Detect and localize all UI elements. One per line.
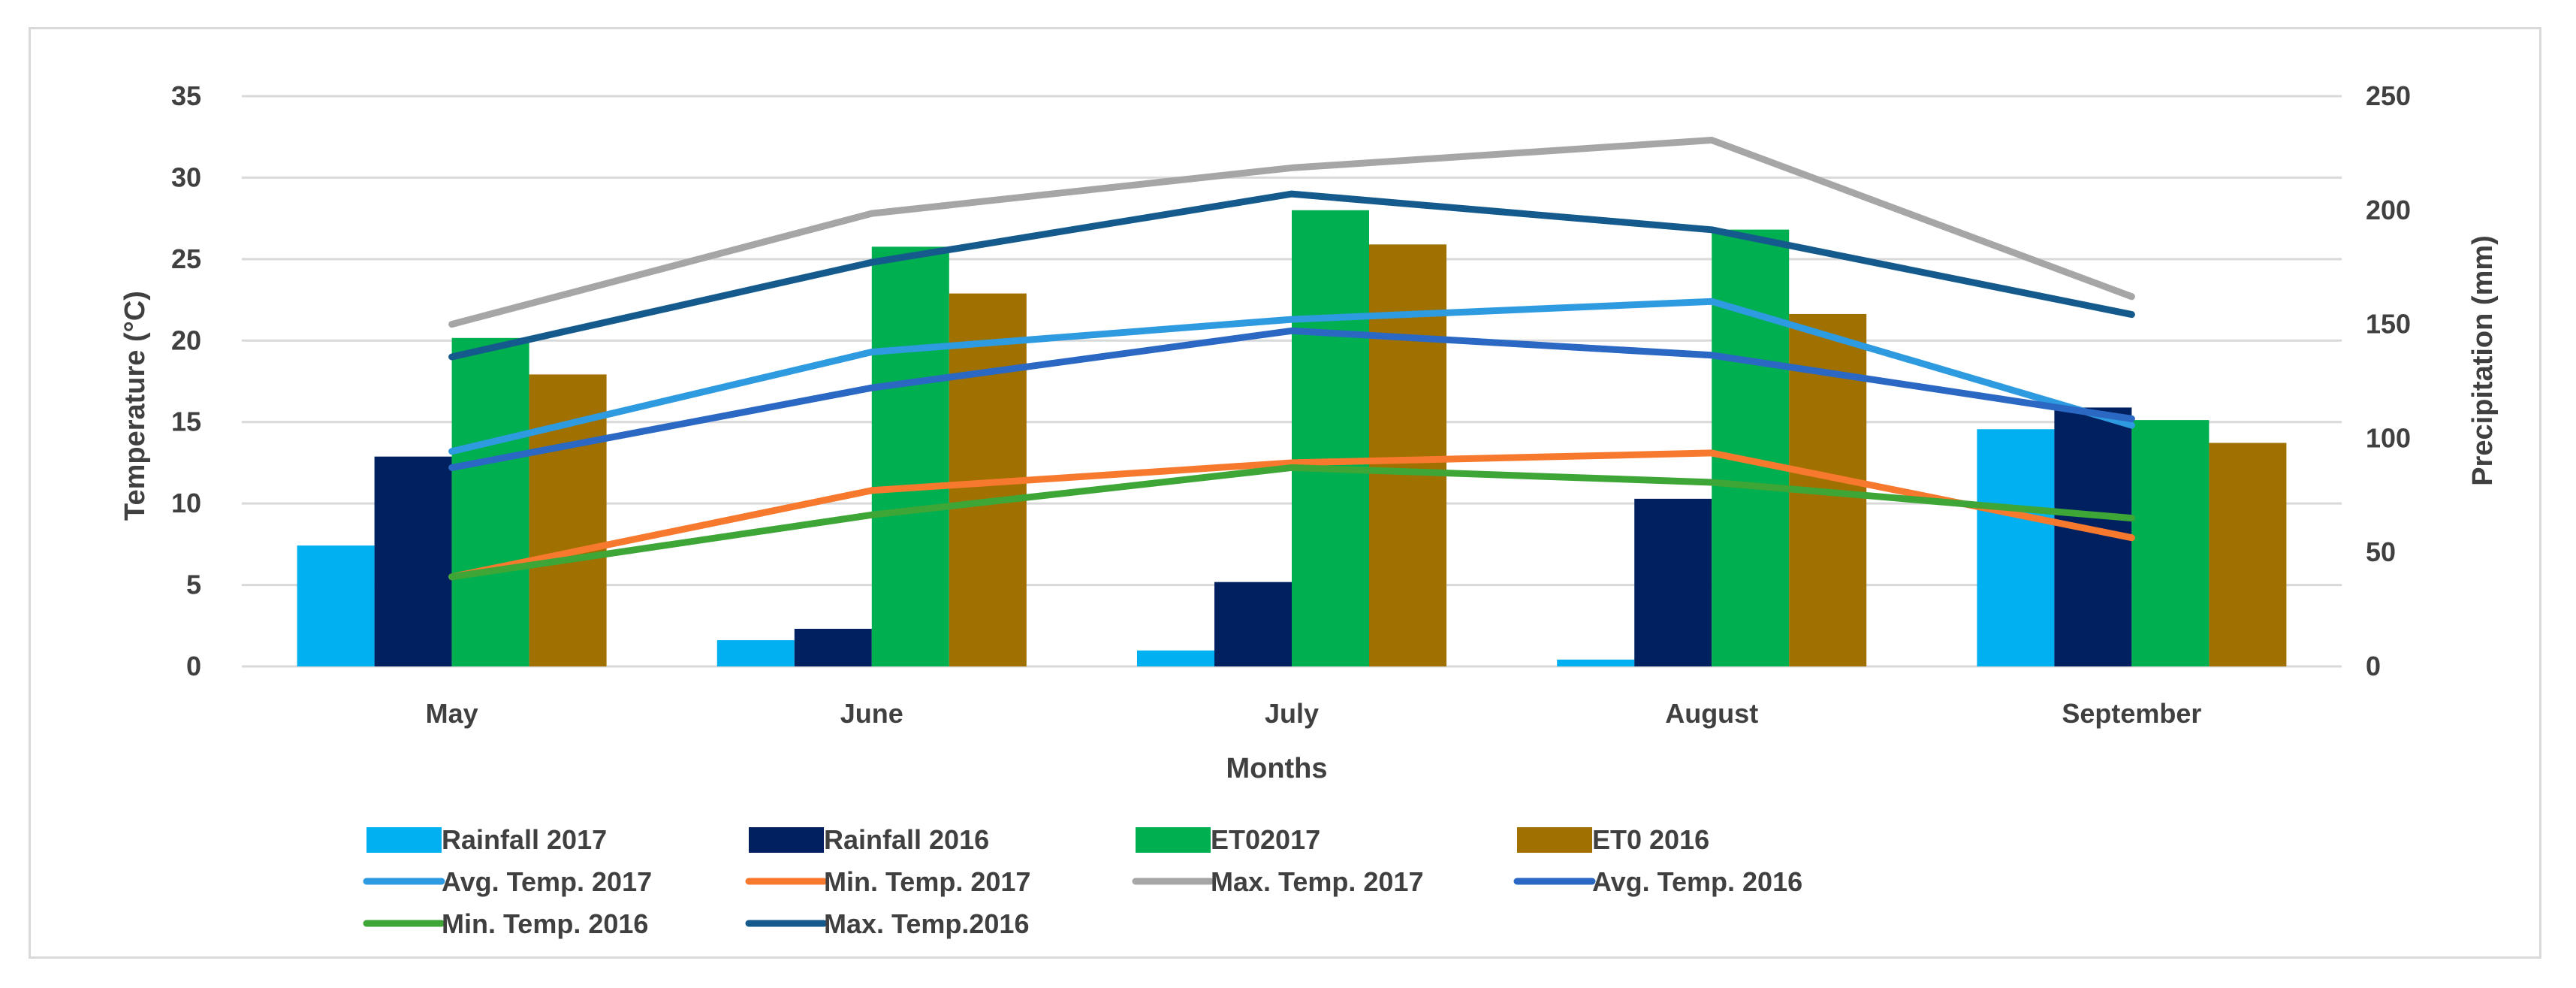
legend-swatch (749, 827, 824, 853)
bar (1292, 210, 1369, 666)
y2-tick-label: 250 (2366, 80, 2411, 111)
bar (1137, 650, 1214, 666)
series-line (448, 298, 2135, 455)
y2-axis-title: Precipitation (mm) (2467, 235, 2499, 486)
y2-tick-label: 200 (2366, 195, 2411, 225)
bar (297, 545, 375, 666)
legend-label: Rainfall 2016 (824, 824, 989, 855)
series-line (448, 449, 2135, 581)
y-tick-label: 5 (186, 570, 201, 600)
bar (1557, 659, 1635, 666)
bar (1712, 229, 1790, 667)
y-axis-title: Temperature (°C) (119, 291, 151, 521)
legend-label: ET02017 (1211, 824, 1320, 855)
y-tick-label: 30 (171, 162, 201, 192)
lines (448, 137, 2135, 581)
y2-tick-label: 50 (2366, 536, 2396, 567)
x-tick-label: September (2062, 698, 2201, 729)
legend-label: Min. Temp. 2016 (442, 908, 648, 939)
x-tick-label: July (1265, 698, 1319, 729)
bar (451, 337, 529, 666)
legend-label: Max. Temp. 2017 (1211, 866, 1423, 897)
series-line (448, 190, 2135, 361)
y2-tick-label: 100 (2366, 422, 2411, 453)
legend-swatch (366, 827, 442, 853)
bar (2131, 420, 2210, 666)
x-axis-title: Months (1226, 753, 1327, 784)
y-tick-label: 35 (171, 80, 201, 111)
x-tick-label: August (1665, 698, 1758, 729)
y-tick-label: 15 (171, 406, 201, 437)
y-tick-label: 0 (186, 651, 201, 681)
legend-swatch (1517, 827, 1592, 853)
legend-label: ET0 2016 (1592, 824, 1709, 855)
bar (1634, 498, 1712, 666)
series-line (448, 464, 2135, 581)
legend-swatch (1136, 827, 1211, 853)
bar (716, 640, 795, 666)
x-tick-label: June (840, 698, 903, 729)
legend-label: Avg. Temp. 2017 (442, 866, 652, 897)
series-line (448, 137, 2135, 328)
series-line (448, 327, 2135, 471)
bar (794, 628, 872, 666)
y2-tick-label: 150 (2366, 309, 2411, 340)
bar (871, 246, 949, 667)
legend-label: Max. Temp.2016 (824, 908, 1029, 939)
bar (2209, 443, 2287, 666)
bar (374, 456, 452, 666)
bar (1214, 582, 1292, 666)
legend: Rainfall 2017 Rainfall 2016 ET02017 ET0 201… (363, 824, 1802, 939)
y-tick-label: 25 (171, 243, 201, 274)
legend-label: Min. Temp. 2017 (824, 866, 1030, 897)
y2-tick-label: 0 (2366, 651, 2381, 681)
y-tick-label: 20 (171, 325, 201, 355)
bar (1977, 429, 2055, 666)
axes: 0 5 10 15 20 25 30 35 0 50 100 150 200 250 May June July… (171, 80, 2411, 729)
bar (1369, 244, 1446, 667)
y-tick-label: 10 (171, 488, 201, 518)
x-tick-label: May (426, 698, 478, 729)
legend-label: Avg. Temp. 2016 (1592, 866, 1802, 897)
legend-label: Rainfall 2017 (442, 824, 607, 855)
